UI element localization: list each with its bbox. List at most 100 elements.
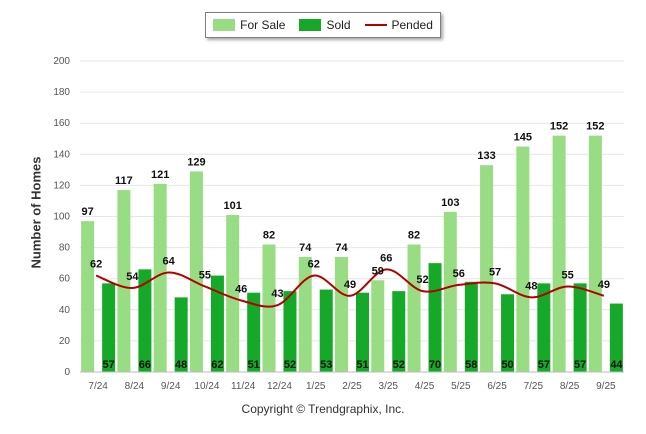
label-for-sale: 74	[299, 242, 312, 254]
label-pended: 57	[489, 266, 501, 278]
bar-sold	[392, 291, 406, 372]
label-for-sale: 121	[151, 169, 169, 181]
bar-for-sale	[480, 165, 494, 372]
x-tick-label: 4/25	[415, 381, 435, 392]
legend: For Sale Sold Pended	[205, 12, 441, 38]
bar-sold	[356, 292, 369, 372]
label-for-sale: 74	[335, 242, 348, 254]
bar-for-sale	[117, 190, 131, 372]
bar-for-sale	[226, 214, 240, 372]
bar-sold	[573, 283, 587, 372]
label-pended: 56	[453, 268, 465, 280]
bar-sold	[247, 292, 261, 372]
legend-item-pended[interactable]: Pended	[364, 18, 433, 32]
label-for-sale: 103	[441, 197, 459, 209]
bar-for-sale	[443, 211, 457, 372]
label-sold: 52	[393, 359, 405, 371]
label-for-sale: 152	[586, 121, 604, 133]
y-tick-label: 0	[64, 367, 70, 378]
label-for-sale: 152	[550, 121, 568, 133]
label-for-sale: 82	[263, 229, 275, 241]
bar-sold	[283, 291, 297, 372]
label-pended: 66	[380, 252, 392, 264]
y-tick-label: 100	[53, 212, 70, 223]
legend-label-for-sale: For Sale	[240, 18, 286, 32]
label-pended: 55	[561, 269, 573, 281]
label-for-sale: 101	[224, 200, 242, 212]
bar-for-sale	[298, 256, 312, 372]
bar-sold	[102, 283, 116, 372]
legend-label-pended: Pended	[391, 18, 433, 32]
y-axis-label: Number of Homes	[28, 156, 44, 269]
y-tick-label: 60	[59, 274, 71, 285]
y-tick-label: 160	[53, 118, 70, 129]
x-tick-label: 9/24	[161, 381, 181, 392]
bar-for-sale	[588, 135, 602, 372]
legend-swatch-sold	[299, 19, 322, 31]
x-tick-label: 10/24	[194, 381, 219, 392]
bar-for-sale	[516, 146, 530, 372]
label-pended: 46	[235, 283, 247, 295]
bar-for-sale	[189, 171, 203, 372]
x-tick-label: 9/25	[596, 381, 616, 392]
x-tick-label: 8/25	[560, 381, 580, 392]
bar-sold	[501, 294, 515, 372]
label-pended: 64	[163, 255, 176, 267]
bar-sold	[428, 263, 442, 372]
y-tick-label: 120	[53, 180, 70, 191]
legend-item-sold[interactable]: Sold	[299, 18, 351, 32]
bar-sold	[609, 303, 623, 372]
x-tick-label: 6/25	[487, 381, 507, 392]
label-pended: 54	[126, 271, 139, 283]
label-for-sale: 82	[408, 229, 420, 241]
bar-sold	[319, 289, 333, 372]
label-pended: 49	[598, 279, 610, 291]
x-tick-label: 12/24	[267, 381, 292, 392]
bar-for-sale	[371, 280, 385, 372]
label-for-sale: 145	[514, 132, 532, 144]
bars	[81, 135, 623, 372]
x-tick-label: 1/25	[306, 381, 326, 392]
bar-sold	[464, 281, 478, 372]
label-pended: 62	[90, 259, 102, 271]
y-tick-label: 40	[59, 305, 71, 316]
label-for-sale: 97	[82, 206, 94, 218]
label-for-sale: 59	[372, 265, 384, 277]
x-tick-label: 7/24	[88, 381, 108, 392]
data-labels: 97 57 117 66 121 48 129 62 101 51 82 52 74 53 74 51 59 52…	[82, 121, 624, 371]
label-for-sale: 133	[477, 150, 495, 162]
x-axis: 7/24 8/24 9/24 10/24 11/24 12/24 1/25 2/25 3/25 4…	[80, 371, 624, 392]
copyright-text: Copyright © Trendgraphix, Inc.	[241, 402, 405, 416]
label-pended: 48	[525, 280, 537, 292]
grid-lines	[80, 60, 624, 373]
label-sold: 52	[284, 359, 296, 371]
bar-for-sale	[335, 256, 348, 372]
y-tick-label: 180	[53, 87, 70, 98]
y-axis: 0 20 40 60 80 100 120 140 160 180 200	[53, 56, 70, 378]
label-sold: 66	[139, 359, 151, 371]
legend-swatch-for-sale	[213, 19, 236, 31]
label-sold: 58	[465, 359, 477, 371]
legend-item-for-sale[interactable]: For Sale	[213, 18, 285, 32]
legend-label-sold: Sold	[326, 18, 351, 32]
label-sold: 57	[574, 359, 586, 371]
y-tick-label: 20	[59, 336, 71, 347]
label-for-sale: 117	[115, 175, 133, 187]
label-sold: 48	[175, 359, 187, 371]
label-sold: 62	[211, 359, 223, 371]
label-pended: 43	[271, 288, 283, 300]
x-tick-label: 7/25	[524, 381, 544, 392]
label-sold: 50	[501, 359, 513, 371]
x-tick-label: 8/24	[125, 381, 145, 392]
bar-sold	[210, 275, 224, 372]
x-tick-label: 2/25	[342, 381, 362, 392]
label-sold: 51	[248, 359, 260, 371]
label-sold: 44	[610, 359, 623, 371]
y-tick-label: 80	[59, 243, 71, 254]
bar-for-sale	[407, 244, 421, 372]
label-sold: 53	[320, 359, 332, 371]
bar-for-sale	[81, 221, 95, 372]
bar-sold	[174, 297, 188, 372]
label-pended: 49	[344, 279, 356, 291]
